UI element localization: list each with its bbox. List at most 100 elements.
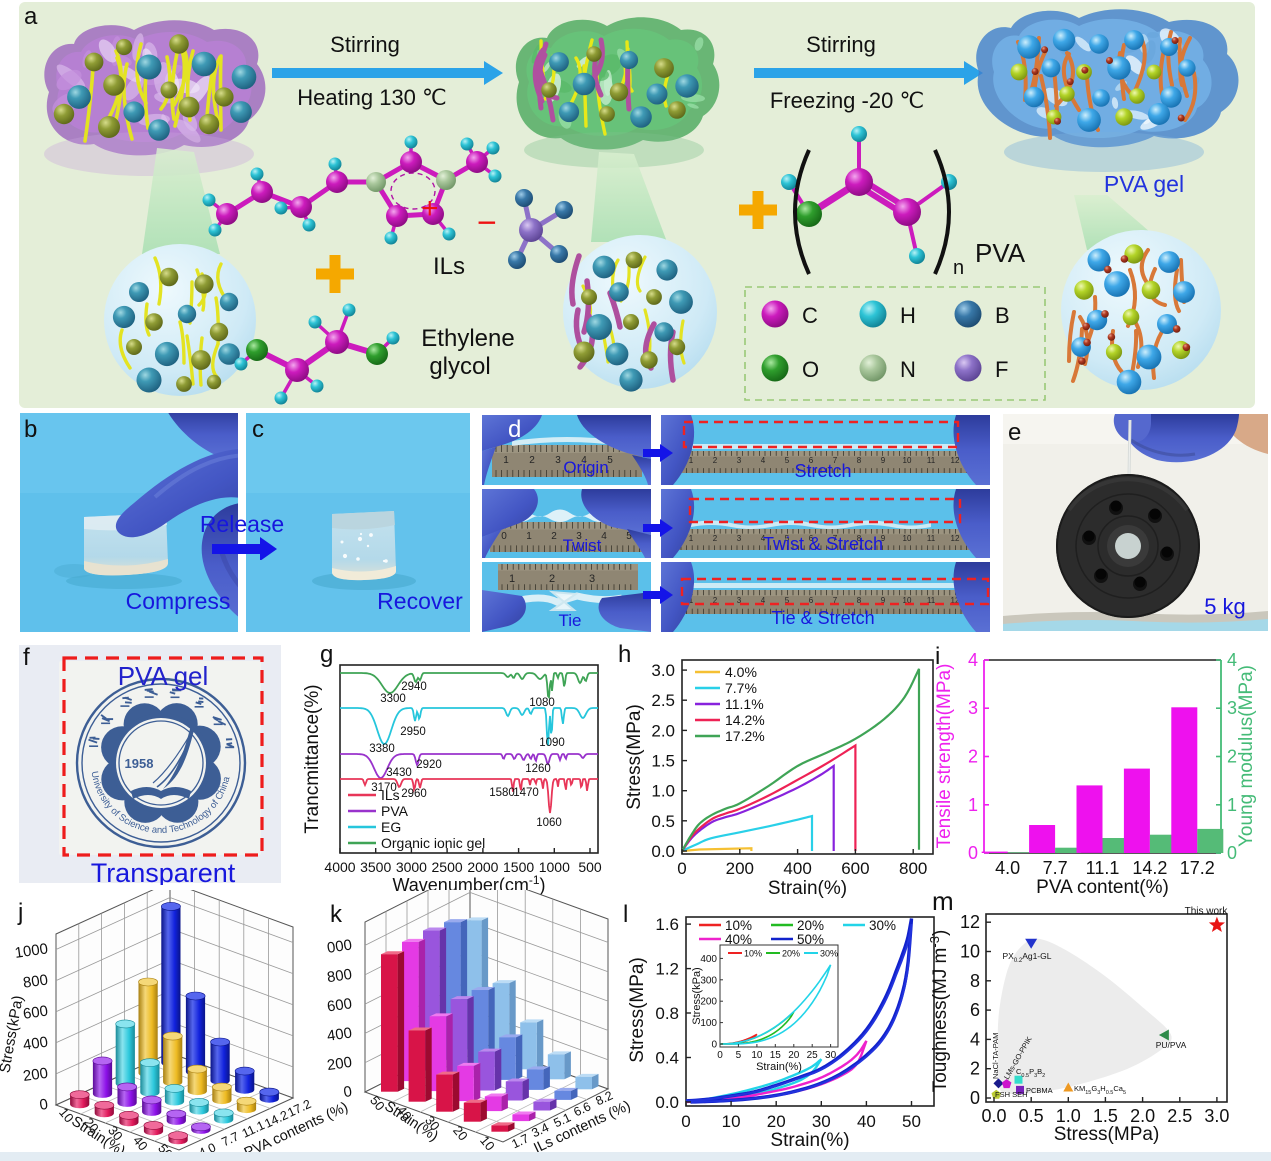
svg-text:2.5: 2.5 <box>651 691 675 710</box>
svg-text:1500: 1500 <box>503 859 534 875</box>
svg-text:400: 400 <box>22 1034 49 1054</box>
svg-text:12: 12 <box>951 456 960 465</box>
svg-text:0.5: 0.5 <box>1019 1106 1044 1126</box>
svg-text:20: 20 <box>767 1112 786 1131</box>
svg-text:0: 0 <box>1227 843 1237 863</box>
svg-text:3: 3 <box>737 534 742 543</box>
svg-text:3: 3 <box>576 531 582 542</box>
svg-text:1.0: 1.0 <box>651 782 675 801</box>
svg-text:2: 2 <box>1227 747 1237 767</box>
svg-text:10: 10 <box>903 534 912 543</box>
svg-text:4: 4 <box>581 455 587 466</box>
svg-text:c: c <box>252 416 264 443</box>
svg-text:k: k <box>330 901 343 928</box>
svg-text:10: 10 <box>960 942 980 962</box>
svg-text:ILs: ILs <box>433 253 465 280</box>
svg-text:0: 0 <box>681 1112 690 1131</box>
svg-text:3: 3 <box>555 455 561 466</box>
svg-text:4: 4 <box>761 534 766 543</box>
svg-text:6: 6 <box>809 534 814 543</box>
svg-text:4: 4 <box>601 531 607 542</box>
svg-text:1580: 1580 <box>489 787 515 799</box>
svg-text:10: 10 <box>751 1050 763 1061</box>
svg-text:1: 1 <box>526 531 532 542</box>
svg-text:Freezing -20 ℃: Freezing -20 ℃ <box>770 88 924 113</box>
svg-text:000: 000 <box>326 936 353 956</box>
svg-text:Stirring: Stirring <box>806 32 876 57</box>
svg-text:1: 1 <box>509 573 515 585</box>
svg-text:11.1%: 11.1% <box>725 696 764 712</box>
svg-text:20%: 20% <box>797 918 824 933</box>
svg-text:2.0: 2.0 <box>1130 1106 1155 1126</box>
svg-text:1.5: 1.5 <box>651 752 675 771</box>
svg-text:400: 400 <box>783 859 811 878</box>
svg-text:FSH SEH: FSH SEH <box>995 1090 1028 1099</box>
svg-text:3: 3 <box>1227 698 1237 718</box>
svg-text:200: 200 <box>700 997 717 1008</box>
svg-text:Stress(kPa): Stress(kPa) <box>691 967 703 1024</box>
svg-text:Origin: Origin <box>563 458 608 477</box>
svg-text:6.6: 6.6 <box>571 1099 593 1119</box>
svg-text:9: 9 <box>881 534 886 543</box>
svg-text:30: 30 <box>825 1050 837 1061</box>
svg-text:4: 4 <box>970 1029 980 1049</box>
svg-text:17.2%: 17.2% <box>725 728 765 744</box>
svg-text:200: 200 <box>326 1054 353 1074</box>
svg-text:H: H <box>900 303 916 328</box>
svg-text:1: 1 <box>1227 795 1237 815</box>
svg-text:6: 6 <box>809 596 814 605</box>
svg-text:0: 0 <box>501 531 507 542</box>
svg-text:Trancmittance(%): Trancmittance(%) <box>302 684 323 833</box>
svg-text:4: 4 <box>761 456 766 465</box>
svg-text:0: 0 <box>717 1050 723 1061</box>
svg-text:PVA gel: PVA gel <box>1104 171 1184 197</box>
svg-text:3500: 3500 <box>360 859 391 875</box>
svg-text:Strain(%): Strain(%) <box>768 878 847 899</box>
svg-text:2960: 2960 <box>401 788 427 800</box>
svg-text:8: 8 <box>970 971 980 991</box>
svg-text:1080: 1080 <box>529 697 555 709</box>
svg-text:0.8: 0.8 <box>655 1004 679 1023</box>
svg-text:6: 6 <box>809 456 814 465</box>
svg-text:3000: 3000 <box>396 859 427 875</box>
svg-text:10: 10 <box>722 1112 741 1131</box>
svg-text:40: 40 <box>857 1112 876 1131</box>
svg-text:F: F <box>995 357 1008 382</box>
svg-text:0.5: 0.5 <box>651 812 675 831</box>
svg-text:25: 25 <box>807 1050 819 1061</box>
svg-text:600: 600 <box>22 1003 49 1023</box>
svg-text:e: e <box>1008 419 1021 446</box>
svg-text:600: 600 <box>841 859 869 878</box>
svg-text:500: 500 <box>578 859 602 875</box>
svg-text:3.4: 3.4 <box>529 1120 551 1140</box>
svg-text:5: 5 <box>785 596 790 605</box>
svg-text:11: 11 <box>927 456 936 465</box>
svg-text:NaCl-TA-PAM: NaCl-TA-PAM <box>991 1033 1000 1079</box>
svg-text:1: 1 <box>968 795 978 815</box>
svg-text:5: 5 <box>736 1050 742 1061</box>
svg-text:50: 50 <box>902 1112 921 1131</box>
svg-text:B: B <box>995 303 1010 328</box>
svg-text:1: 1 <box>503 455 509 466</box>
svg-text:Stress(MPa): Stress(MPa) <box>627 957 648 1063</box>
svg-text:7: 7 <box>833 596 838 605</box>
svg-text:50%: 50% <box>797 932 824 947</box>
svg-text:11: 11 <box>927 596 936 605</box>
svg-text:2: 2 <box>713 596 718 605</box>
svg-text:1.5: 1.5 <box>1093 1106 1118 1126</box>
svg-text:j: j <box>17 899 23 926</box>
svg-text:Recover: Recover <box>377 588 463 614</box>
svg-text:0.0: 0.0 <box>981 1106 1006 1126</box>
svg-text:300: 300 <box>700 975 717 986</box>
svg-text:2: 2 <box>968 747 978 767</box>
svg-text:6: 6 <box>970 1000 980 1020</box>
svg-text:8.2: 8.2 <box>593 1088 615 1108</box>
svg-text:Organic ionic gel: Organic ionic gel <box>381 835 485 851</box>
svg-text:EG: EG <box>381 819 401 835</box>
svg-text:Young modulus(MPa): Young modulus(MPa) <box>1236 665 1257 847</box>
svg-text:5: 5 <box>785 534 790 543</box>
svg-text:1260: 1260 <box>525 763 551 775</box>
svg-text:0: 0 <box>970 1088 980 1108</box>
svg-text:PU/PVA: PU/PVA <box>1156 1040 1187 1050</box>
svg-text:3380: 3380 <box>369 743 395 755</box>
